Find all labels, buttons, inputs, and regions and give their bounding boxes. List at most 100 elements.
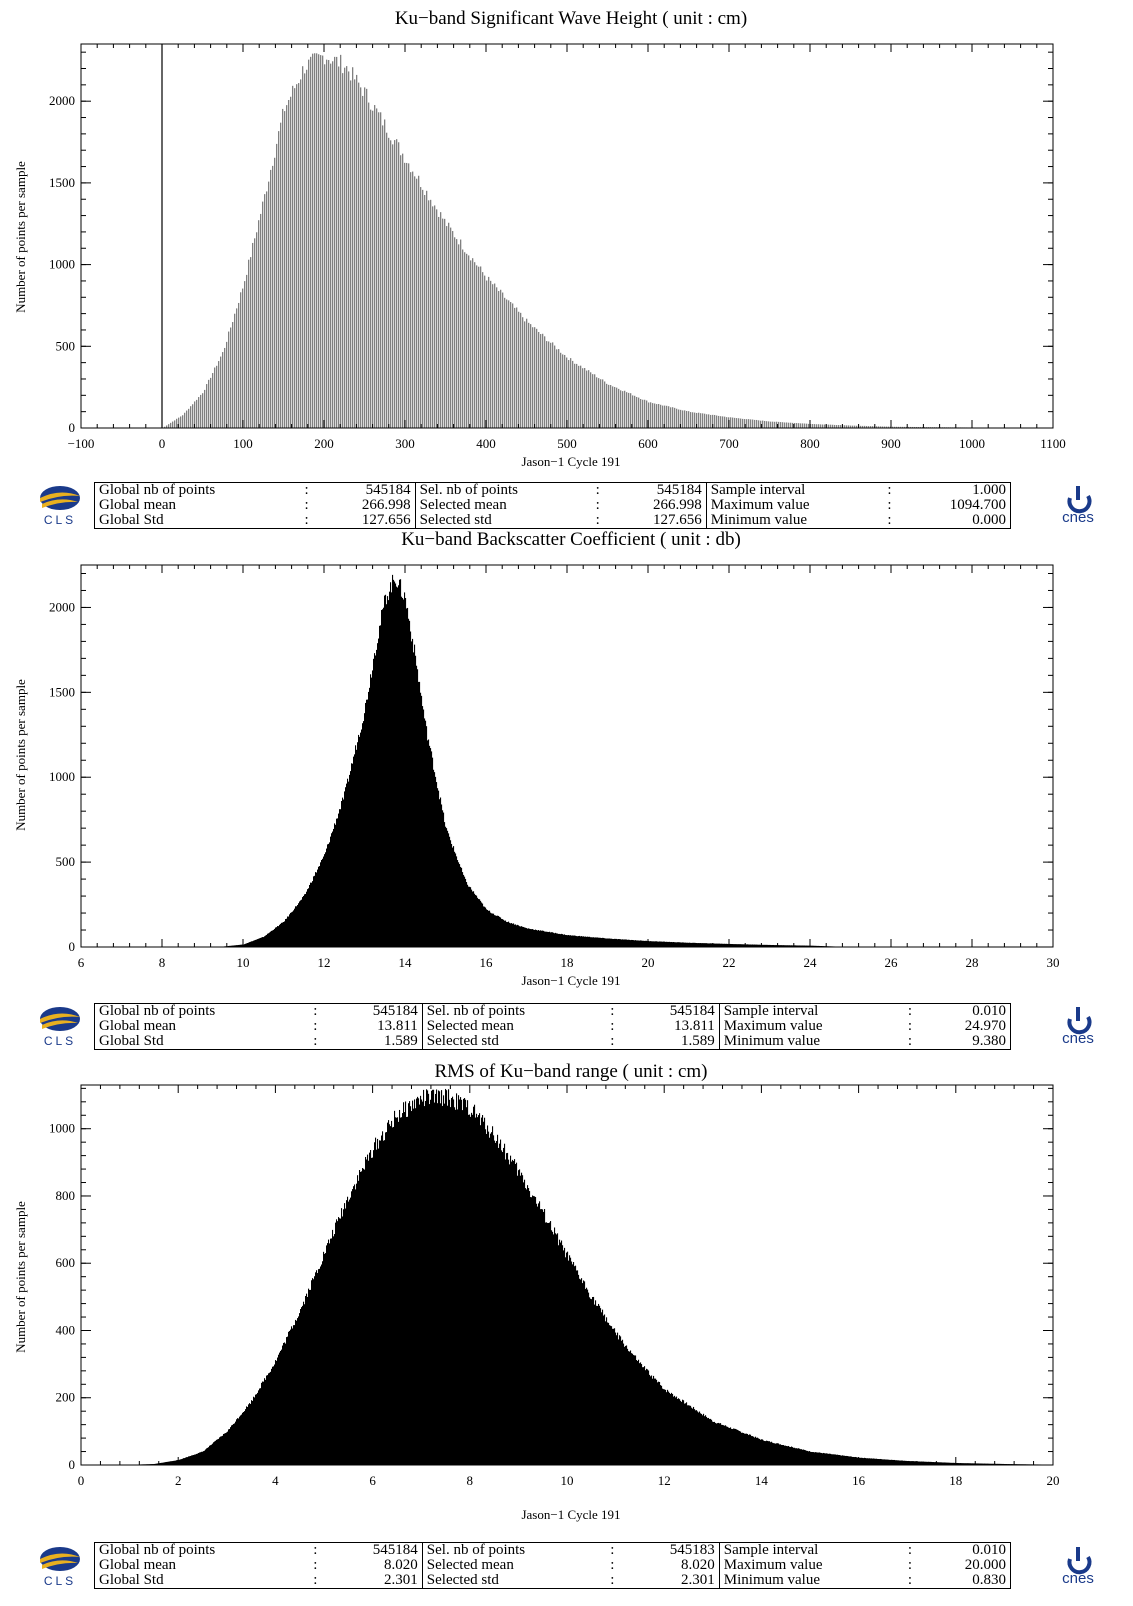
histogram-bar <box>347 1196 349 1465</box>
histogram-bar <box>841 1455 843 1465</box>
histogram-bar <box>707 943 709 947</box>
histogram-bar <box>786 945 788 947</box>
histogram-bar <box>968 1463 970 1465</box>
histogram-bar <box>322 858 324 947</box>
histogram-bar <box>426 190 428 428</box>
histogram-bar <box>301 1307 303 1465</box>
histogram-bar <box>453 1099 455 1465</box>
histogram-bar <box>524 927 526 947</box>
histogram-bar <box>680 409 682 428</box>
histogram-bar <box>770 944 772 947</box>
histogram-bar <box>852 425 854 428</box>
histogram-bar <box>964 1463 966 1465</box>
histogram-bar <box>934 1462 936 1465</box>
histogram-bar <box>551 932 553 947</box>
histogram-bar <box>684 1403 686 1465</box>
histogram-bar <box>228 945 230 947</box>
stat-value: 1094.700 <box>949 497 1006 513</box>
histogram-bar <box>375 1137 377 1465</box>
histogram-bar <box>255 939 257 947</box>
histogram-bar <box>424 1106 426 1465</box>
histogram-bar <box>783 945 785 947</box>
histogram-bar <box>459 1099 461 1465</box>
histogram-bar <box>242 288 244 428</box>
histogram-bar <box>267 1375 269 1465</box>
histogram-bar <box>856 1457 858 1465</box>
histogram-bar <box>925 1461 927 1465</box>
histogram-bar <box>956 1462 958 1465</box>
histogram-bar <box>414 644 416 947</box>
histogram-bar <box>341 1208 343 1465</box>
histogram-bar <box>958 1463 960 1465</box>
histogram-bar <box>657 1382 659 1465</box>
histogram-bars <box>122 1088 1054 1465</box>
histogram-bar <box>237 945 239 947</box>
histogram-bar <box>380 112 382 428</box>
histogram-bar <box>625 1345 627 1465</box>
histogram-bar <box>727 1426 729 1465</box>
histogram-bar <box>595 1300 597 1465</box>
histogram-bar <box>303 1301 305 1465</box>
histogram-bar <box>848 1456 850 1465</box>
histogram-bar <box>159 1463 161 1465</box>
histogram-bar <box>344 791 346 947</box>
histogram-bar <box>274 157 276 428</box>
y-tick-label: 2000 <box>49 93 75 108</box>
histogram-bar <box>903 1460 905 1465</box>
histogram-bar <box>204 1450 206 1465</box>
histogram-bar <box>697 1411 699 1465</box>
histogram-bar <box>740 1431 742 1465</box>
histogram-bar <box>391 1120 393 1465</box>
histogram-bar <box>722 1424 724 1465</box>
histogram-bar <box>314 53 316 429</box>
histogram-bar <box>704 1416 706 1465</box>
histogram-bar <box>367 699 369 947</box>
histogram-bar <box>531 1197 533 1465</box>
stat-value: 0.010 <box>972 1003 1006 1019</box>
stat-value: 8.020 <box>330 1558 423 1573</box>
histogram-bar <box>683 1400 685 1465</box>
histogram-bar <box>863 1458 865 1465</box>
histogram-bar <box>324 1253 326 1465</box>
x-tick-label: 18 <box>561 955 574 970</box>
histogram-bar <box>320 55 322 428</box>
histogram-bar <box>732 417 734 428</box>
histogram-bar <box>598 937 600 947</box>
histogram-bar <box>445 826 447 947</box>
histogram-bar <box>704 943 706 947</box>
histogram-bar <box>468 886 470 947</box>
histogram-bar <box>888 1459 890 1465</box>
stat-label: Global Std <box>99 1572 164 1588</box>
histogram-bar <box>376 649 378 947</box>
histogram-bar <box>465 1099 467 1465</box>
histogram-bar <box>754 1437 756 1465</box>
y-tick-label: 200 <box>56 1390 76 1405</box>
histogram-bar <box>516 925 518 947</box>
histogram-bar <box>952 1462 954 1465</box>
histogram-bar <box>844 425 846 428</box>
histogram-bar <box>993 1463 995 1465</box>
histogram-bar <box>997 1463 999 1465</box>
histogram-bar <box>479 899 481 947</box>
stats-table: Global nb of points: 545184 Sel. nb of p… <box>94 1542 1011 1589</box>
histogram-bar <box>601 938 603 947</box>
y-axis-label: Number of points per sample <box>13 679 28 831</box>
histogram-bar <box>811 1451 813 1465</box>
histogram-bar <box>284 1342 286 1465</box>
histogram-bar <box>785 945 787 947</box>
histogram-bar <box>511 1161 513 1465</box>
histogram-bar <box>281 922 283 947</box>
histogram-bar <box>322 1261 324 1465</box>
histogram-bar <box>532 327 534 428</box>
histogram-bar <box>792 422 794 428</box>
histogram-bar <box>518 1170 520 1465</box>
histogram-bar <box>824 1453 826 1465</box>
histogram-bar <box>884 1459 886 1465</box>
histogram-bar <box>186 410 188 428</box>
histogram-bar <box>558 349 560 428</box>
histogram-bar <box>613 1328 615 1465</box>
histogram-bar <box>908 426 910 428</box>
histogram-bar <box>807 1450 809 1465</box>
histogram-bar <box>876 426 878 428</box>
histogram-bar <box>257 939 259 947</box>
